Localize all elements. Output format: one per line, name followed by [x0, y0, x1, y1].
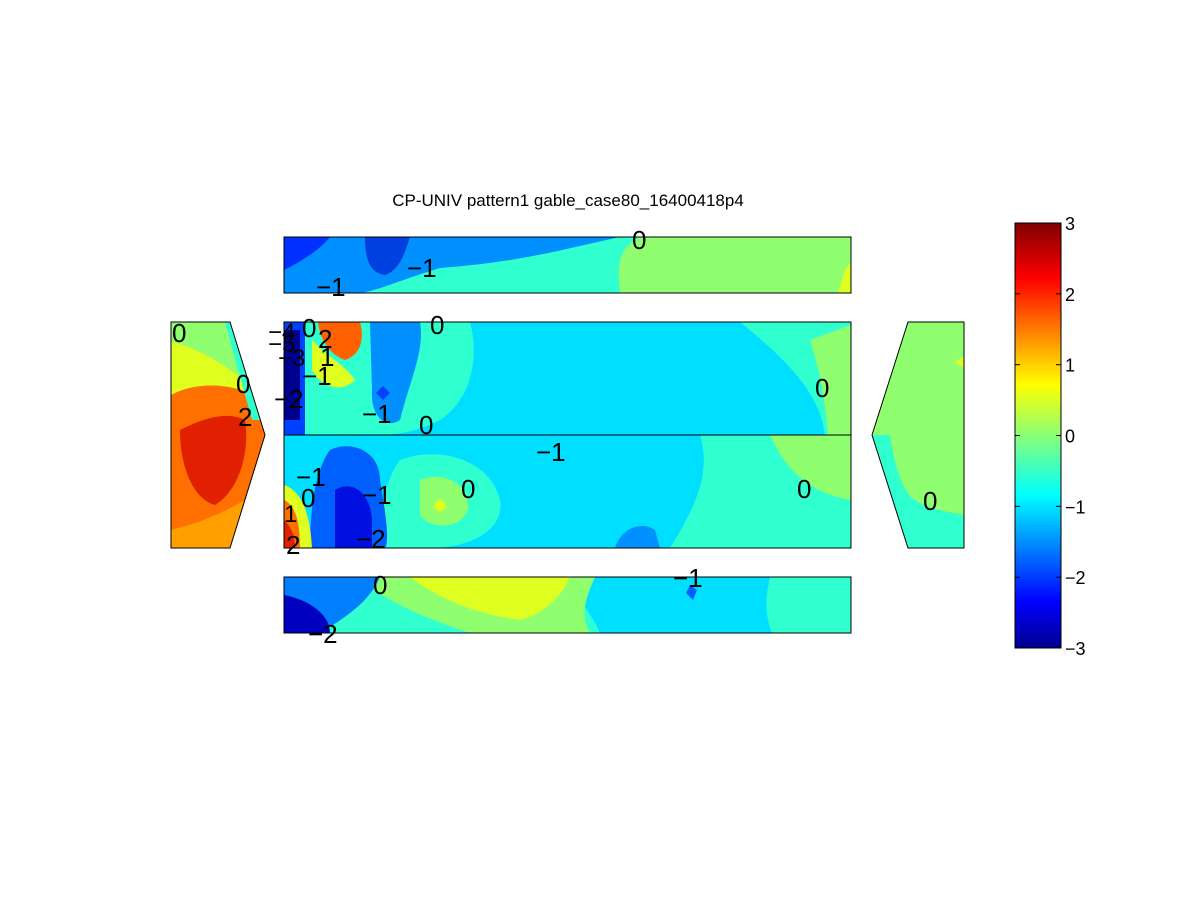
panel-left [171, 322, 265, 548]
colorbar-tick-label: −2 [1065, 568, 1086, 588]
panel-um-diamond [376, 386, 390, 400]
panel-um-green-corner [810, 325, 851, 435]
panel-um-orange-region [318, 322, 362, 360]
panel-lm-frame [283, 434, 852, 549]
contour-label-lm-0: −1 [536, 437, 566, 467]
panel-um-yellow-region [312, 340, 355, 388]
contour-label-lm-8: −2 [356, 524, 386, 554]
colorbar-tick-label: −3 [1065, 639, 1086, 659]
panel-bottom-dark-region [284, 595, 330, 633]
contour-label-top-0: 0 [632, 225, 646, 255]
panel-top-frame [283, 236, 852, 294]
panel-top [284, 237, 851, 293]
contour-label-lm-7: 2 [286, 530, 300, 560]
contour-label-left-3: −4 [268, 319, 295, 346]
contour-label-left-1: 0 [236, 369, 250, 399]
contour-label-left-0: 0 [172, 318, 186, 348]
panel-lm-yellow-corner [284, 485, 312, 548]
panel-bottom-cyan-region [560, 577, 772, 633]
panel-bottom-frame [283, 576, 852, 634]
panel-lm-red-corner [284, 520, 295, 548]
panel-top-dark-region [284, 237, 330, 270]
panel-right [872, 322, 964, 548]
contour-label-lm-3: −1 [362, 480, 392, 510]
contour-label-bottom-1: −1 [673, 563, 703, 593]
contour-label-bottom-0: 0 [373, 570, 387, 600]
panel-lm-dark-blob [335, 486, 372, 548]
panel-left-frame [170, 321, 266, 549]
contour-label-um-2: 0 [815, 373, 829, 403]
colorbar-tick-label: 2 [1065, 285, 1075, 305]
panel-top-deep-region [365, 237, 410, 275]
panel-top-green-region [618, 237, 851, 293]
contour-label-left-4: −5 [268, 331, 295, 358]
panel-lm-green-right [770, 435, 851, 500]
panel-lm-small-blue [615, 526, 660, 548]
panel-lm-yellow-diamond [433, 498, 447, 513]
contour-labels: 0 −1 −1 0 0 2 −4 −5 −3 −2 0 0 0 −1 2 1 −… [172, 225, 937, 649]
colorbar-tick-label: 3 [1065, 214, 1075, 234]
panel-left-cyan-strip [225, 322, 260, 420]
panel-bottom [284, 577, 851, 633]
panel-lower-middle [284, 435, 851, 548]
panel-right-aqua-strip [872, 435, 964, 548]
contour-label-um-5: 1 [320, 342, 334, 372]
panel-um-dark-region [284, 330, 300, 420]
contour-label-left-2: 2 [238, 402, 252, 432]
contour-label-um-6: −1 [302, 361, 332, 391]
contour-label-um-7: 0 [419, 410, 433, 440]
panel-top-yellow-region [838, 262, 851, 293]
contour-label-um-1: 0 [430, 310, 444, 340]
panel-left-red-region [180, 415, 247, 505]
panel-bottom-yellow-region [410, 577, 570, 620]
contour-label-lm-5: 0 [797, 474, 811, 504]
panel-upper-middle [284, 322, 851, 435]
contour-label-bottom-2: −2 [308, 619, 338, 649]
contour-label-top-1: −1 [407, 253, 437, 283]
colorbar-ticks: 3 2 1 0 −1 −2 −3 [1015, 214, 1086, 659]
contour-label-lm-6: 1 [284, 501, 297, 528]
colorbar: 3 2 1 0 −1 −2 −3 [1014, 214, 1086, 659]
panel-right-yellow-tip [955, 356, 964, 368]
contour-label-lm-2: 0 [301, 483, 315, 513]
contour-label-lm-4: 0 [461, 474, 475, 504]
contour-label-left-5: −3 [278, 345, 305, 372]
panel-left-yellow-region [171, 342, 255, 395]
contour-label-um-4: 2 [318, 324, 332, 354]
contour-label-um-0: 0 [302, 313, 316, 343]
contour-label-top-2: −1 [316, 272, 346, 302]
chart-title: CP-UNIV pattern1 gable_case80_16400418p4 [392, 191, 744, 210]
contour-label-lm-1: −1 [296, 462, 326, 492]
colorbar-tick-label: 1 [1065, 356, 1075, 376]
colorbar-gradient [1014, 222, 1062, 649]
panel-bottom-blue-speck [686, 585, 697, 600]
colorbar-tick-label: −1 [1065, 497, 1086, 517]
contour-label-left-6: −2 [274, 384, 304, 414]
contour-label-um-3: −1 [362, 399, 392, 429]
panel-lm-green-blob [420, 476, 469, 526]
contour-label-right-0: 0 [923, 486, 937, 516]
panel-right-frame [871, 321, 965, 549]
colorbar-tick-label: 0 [1065, 427, 1075, 447]
